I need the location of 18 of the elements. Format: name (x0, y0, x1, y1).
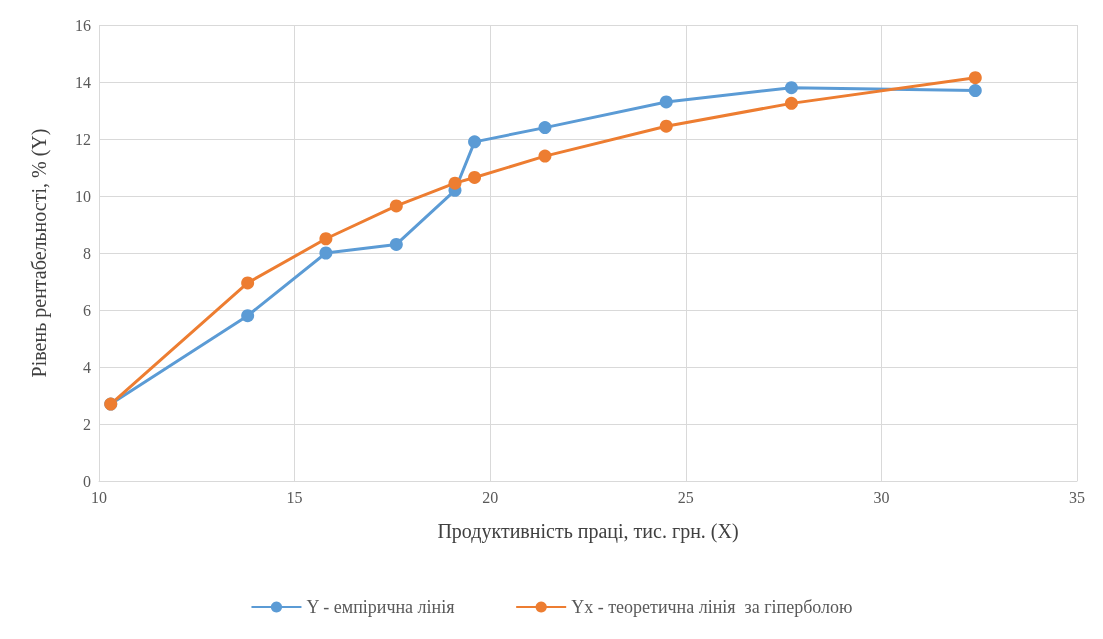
x-tick-label: 35 (1069, 488, 1085, 506)
x-tick-label: 30 (873, 488, 890, 506)
y-tick-label: 8 (83, 244, 91, 262)
y-tick-label: 10 (75, 187, 91, 205)
y-tick-label: 14 (75, 73, 91, 91)
y-tick-label: 6 (83, 301, 91, 319)
y-tick-label: 0 (83, 472, 91, 490)
y-axis-title: Рівень рентабельності, % (Y) (28, 128, 51, 378)
y-tick-label: 2 (83, 415, 91, 433)
x-tick-label: 20 (482, 488, 499, 506)
x-tick-label: 15 (286, 488, 303, 506)
x-tick-label: 25 (677, 488, 694, 506)
y-tick-label: 4 (83, 358, 91, 376)
y-tick-label: 12 (75, 130, 91, 148)
x-axis-title: Продуктивність праці, тис. грн. (X) (437, 520, 739, 543)
legend-label: Y - емпірична лінія (306, 597, 455, 617)
y-tick-label: 16 (75, 16, 91, 34)
legend-label: Yx - теоретична лінія за гіперболою (571, 597, 853, 617)
